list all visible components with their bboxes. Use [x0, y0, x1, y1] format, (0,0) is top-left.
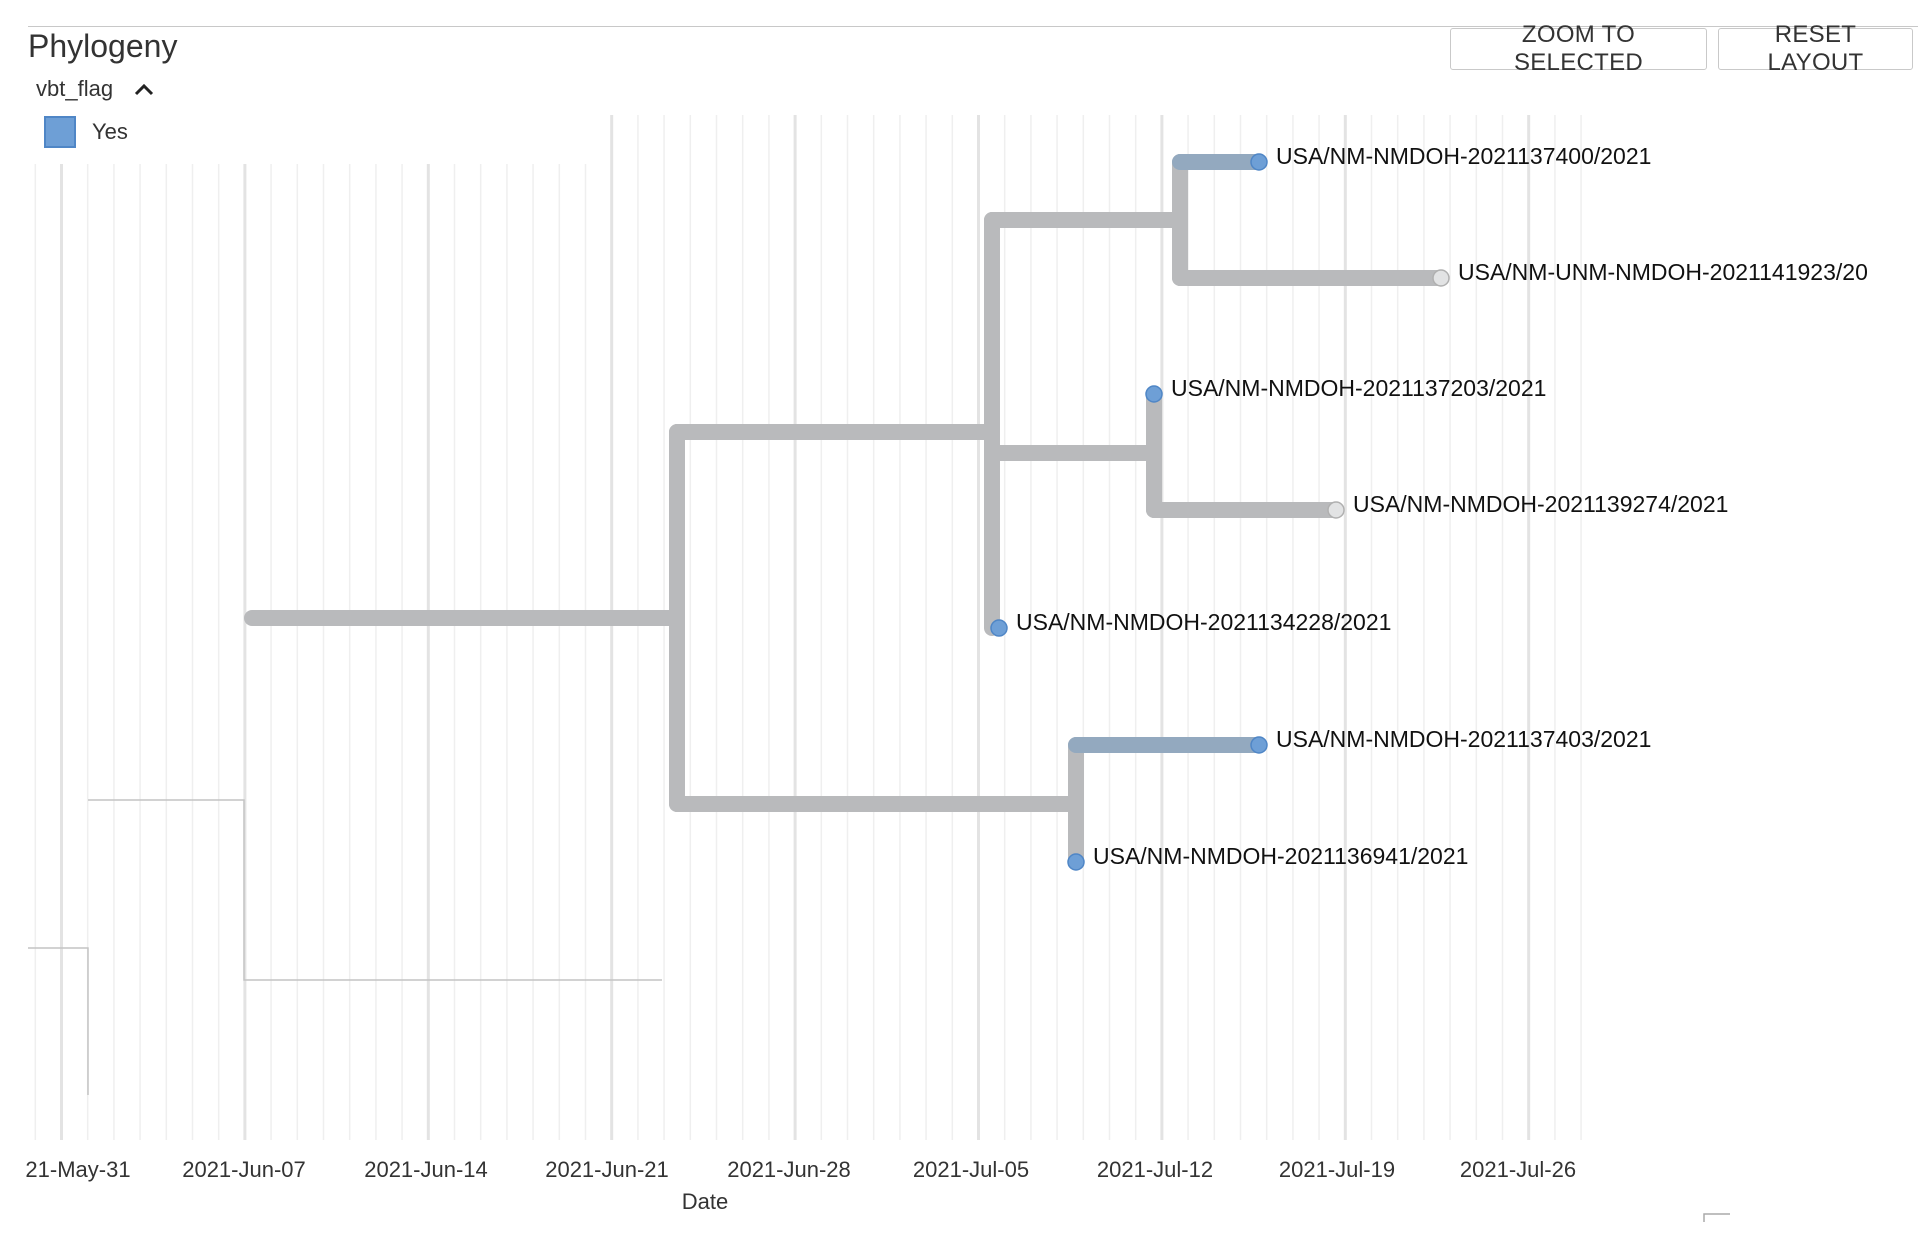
x-tick-label: 2021-Jul-19	[1279, 1157, 1395, 1182]
tip-label: USA/NM-NMDOH-2021134228/2021	[1016, 609, 1391, 635]
tip-node	[1327, 501, 1345, 519]
tip-label: USA/NM-UNM-NMDOH-2021141923/20	[1458, 259, 1868, 285]
x-tick-label: 2021-Jul-12	[1097, 1157, 1213, 1182]
chevron-up-icon[interactable]	[133, 79, 154, 99]
tip-node	[990, 619, 1008, 637]
x-axis-title: Date	[682, 1189, 728, 1214]
panel-title: Phylogeny	[28, 28, 178, 64]
resize-handle-icon	[1703, 1213, 1730, 1222]
x-tick-label: 2021-Jun-28	[727, 1157, 851, 1182]
tree-backbone-branch	[88, 799, 662, 981]
legend-field-name: vbt_flag	[36, 76, 114, 101]
tip-label: USA/NM-NMDOH-2021137403/2021	[1276, 726, 1651, 752]
legend-item-label: Yes	[92, 119, 128, 144]
legend-item-yes[interactable]: Yes	[44, 116, 128, 148]
x-tick-label: 2021-Jun-14	[364, 1157, 488, 1182]
tip-label: USA/NM-NMDOH-2021136941/2021	[1093, 843, 1468, 869]
x-tick-label: 2021-Jul-05	[913, 1157, 1029, 1182]
tip-label: USA/NM-NMDOH-2021137400/2021	[1276, 143, 1651, 169]
tree-backbone-branch	[28, 947, 89, 1095]
tip-label: USA/NM-NMDOH-2021137203/2021	[1171, 375, 1546, 401]
tip-node	[1250, 736, 1268, 754]
x-tick-label: 2021-Jun-21	[545, 1157, 669, 1182]
x-tick-label: 21-May-31	[25, 1157, 130, 1182]
panel-top-rule	[28, 26, 1918, 27]
tip-label: USA/NM-NMDOH-2021139274/2021	[1353, 491, 1728, 517]
legend-header[interactable]: vbt_flag	[36, 76, 154, 102]
tip-node	[1067, 853, 1085, 871]
tip-node	[1250, 153, 1268, 171]
legend-mask	[28, 112, 608, 164]
x-tick-label: 2021-Jul-26	[1460, 1157, 1576, 1182]
x-tick-label: 2021-Jun-07	[182, 1157, 306, 1182]
tip-node	[1432, 269, 1450, 287]
legend-swatch	[44, 116, 76, 148]
tip-node	[1145, 385, 1163, 403]
